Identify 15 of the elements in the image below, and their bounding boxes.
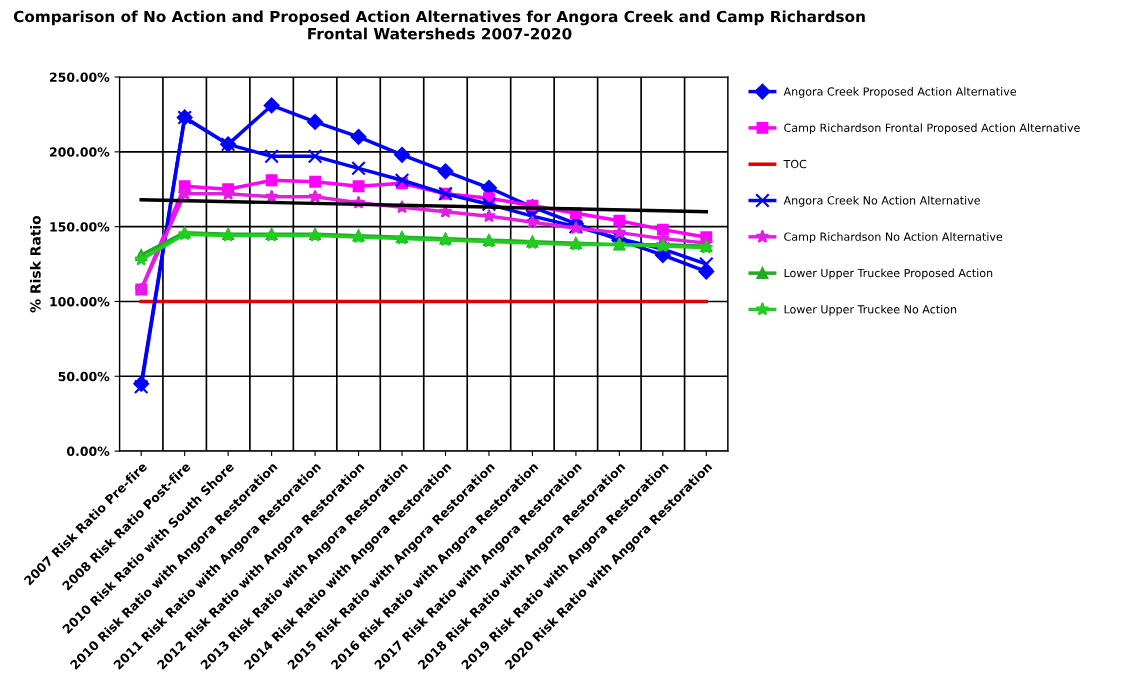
- legend-label: Camp Richardson No Action Alternative: [784, 232, 1003, 244]
- y-axis-title: % Risk Ratio: [29, 215, 41, 313]
- legend-label: TOC: [783, 159, 807, 169]
- legend-label: Camp Richardson Frontal Proposed Action Alternative: [784, 123, 1080, 135]
- legend-label: Angora Creek Proposed Action Alternative: [783, 87, 1017, 98]
- y-tick-label: 150.00%: [50, 222, 110, 232]
- y-tick-label: 0.00%: [66, 446, 110, 457]
- y-tick-label: 100.00%: [50, 296, 110, 307]
- y-tick-label: 50.00%: [58, 371, 110, 382]
- chart-title: Comparison of No Action and Proposed Action Alternatives for Angora Creek and Camp Richardson Frontal Watersheds 2007-2020: [13, 10, 865, 40]
- y-tick-label: 250.00%: [49, 72, 110, 82]
- legend-label: Lower Upper Truckee Proposed Action: [784, 268, 993, 280]
- y-tick-label: 200.00%: [49, 147, 110, 157]
- legend-label: Lower Upper Truckee No Action: [784, 304, 957, 316]
- legend-label: Angora Creek No Action Alternative: [783, 195, 981, 207]
